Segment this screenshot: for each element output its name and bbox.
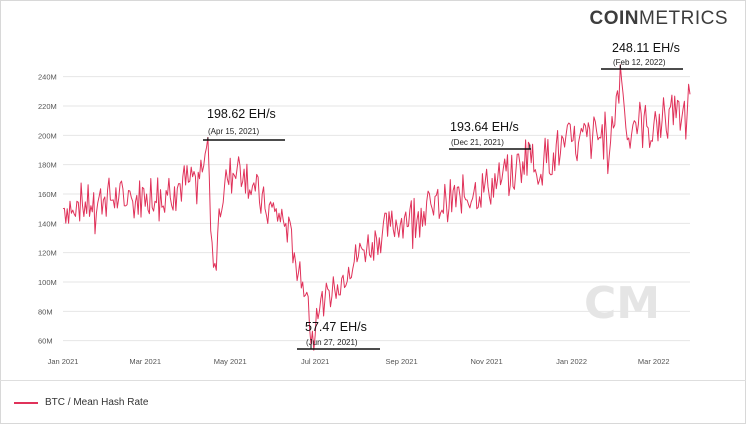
hash-rate-series-line bbox=[62, 64, 691, 351]
annotation-date-19364: (Dec 21, 2021) bbox=[451, 138, 504, 147]
y-tick-label-160M: 160M bbox=[38, 190, 57, 199]
x-tick-label-nov-2021: Nov 2021 bbox=[471, 357, 503, 366]
annotation-date-24811: (Feb 12, 2022) bbox=[613, 58, 666, 67]
logo-bold-text: COIN bbox=[589, 8, 639, 29]
y-tick-label-60M: 60M bbox=[38, 337, 53, 346]
annotation-date-5747: (Jun 27, 2021) bbox=[306, 338, 358, 347]
y-axis-ticks: 60M 80M 100M 120M 140M 160M 180M 200M 220M 240M bbox=[38, 73, 57, 346]
legend-separator bbox=[0, 380, 746, 381]
legend-label: BTC / Mean Hash Rate bbox=[45, 397, 149, 408]
x-tick-label-jan-2021: Jan 2021 bbox=[48, 357, 79, 366]
y-tick-label-140M: 140M bbox=[38, 219, 57, 228]
annotation-value-24811: 248.11 EH/s bbox=[612, 41, 680, 55]
x-tick-label-mar-2022: Mar 2022 bbox=[638, 357, 670, 366]
y-tick-label-180M: 180M bbox=[38, 161, 57, 170]
annotation-value-5747: 57.47 EH/s bbox=[305, 320, 367, 334]
y-tick-label-80M: 80M bbox=[38, 307, 53, 316]
y-tick-label-220M: 220M bbox=[38, 102, 57, 111]
legend[interactable]: BTC / Mean Hash Rate bbox=[14, 397, 148, 408]
peak-annotations: 198.62 EH/s (Apr 15, 2021) 57.47 EH/s (Jun … bbox=[203, 41, 683, 350]
x-tick-label-may-2021: May 2021 bbox=[214, 357, 247, 366]
x-tick-label-mar-2021: Mar 2021 bbox=[129, 357, 161, 366]
annotation-value-19364: 193.64 EH/s bbox=[450, 120, 519, 134]
y-tick-label-100M: 100M bbox=[38, 278, 57, 287]
legend-swatch bbox=[14, 401, 38, 404]
y-tick-label-240M: 240M bbox=[38, 73, 57, 82]
y-tick-label-200M: 200M bbox=[38, 131, 57, 140]
y-tick-label-120M: 120M bbox=[38, 249, 57, 258]
logo-light-text: METRICS bbox=[639, 8, 728, 29]
x-tick-label-jul-2021: Jul 2021 bbox=[301, 357, 329, 366]
x-tick-label-jan-2022: Jan 2022 bbox=[556, 357, 587, 366]
annotation-value-19862: 198.62 EH/s bbox=[207, 107, 276, 121]
x-axis-ticks: Jan 2021 Mar 2021 May 2021 Jul 2021 Sep 2021… bbox=[48, 357, 670, 366]
x-tick-label-sep-2021: Sep 2021 bbox=[386, 357, 418, 366]
annotation-date-19862: (Apr 15, 2021) bbox=[208, 127, 259, 136]
cm-watermark: CM bbox=[584, 278, 660, 329]
coinmetrics-logo: COINMETRICS bbox=[590, 8, 729, 30]
